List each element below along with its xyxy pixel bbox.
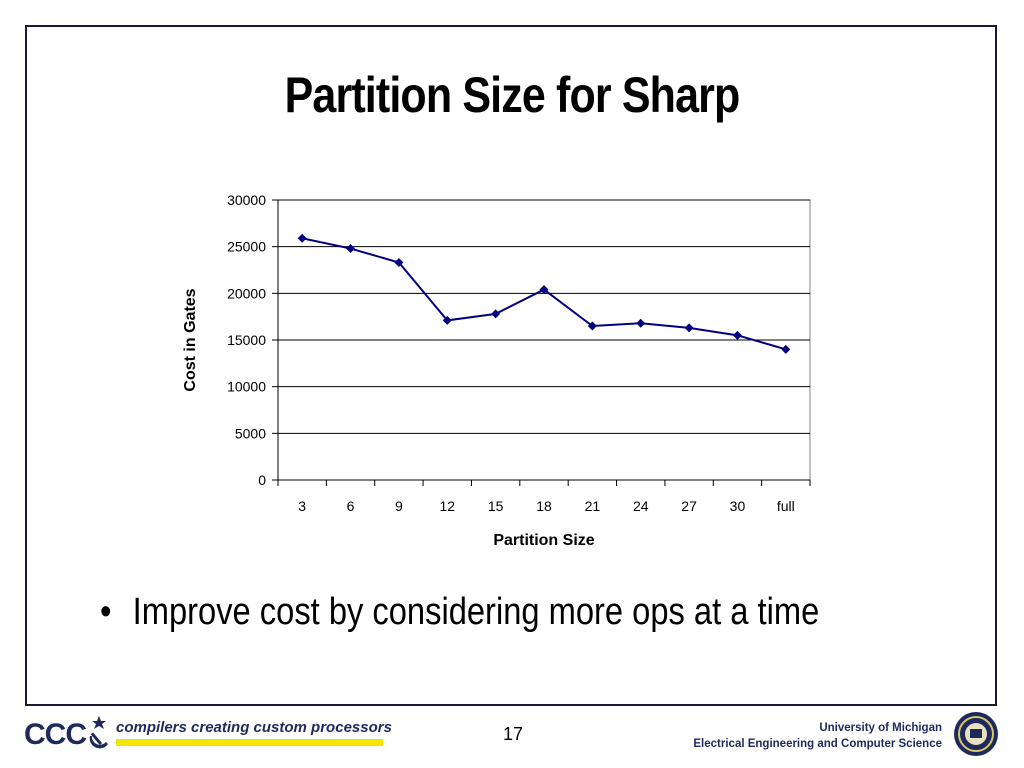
x-tick-label: 6: [347, 498, 355, 514]
hammer-sickle-star-icon: [89, 716, 108, 749]
y-tick-label: 10000: [227, 379, 266, 395]
x-tick-label: 12: [439, 498, 455, 514]
page-number: 17: [502, 724, 524, 744]
tagline-bar: [116, 739, 383, 746]
y-tick-label: 15000: [227, 332, 266, 348]
data-point: [539, 285, 549, 295]
data-point: [394, 258, 404, 268]
tagline: compilers creating custom processors: [116, 719, 392, 736]
data-point: [587, 321, 597, 331]
university-seal-icon: [954, 712, 998, 756]
ccc-logo-text: CCC: [24, 718, 87, 751]
slide-frame: [25, 25, 997, 706]
x-tick-label: full: [777, 498, 795, 514]
bullet-text: Improve cost by considering more ops at …: [132, 591, 820, 633]
x-tick-label: 3: [298, 498, 306, 514]
y-tick-label: 30000: [227, 192, 266, 208]
data-point: [491, 309, 501, 319]
data-point: [636, 318, 646, 328]
x-axis-title: Partition Size: [493, 532, 594, 549]
data-point: [781, 344, 791, 354]
y-tick-label: 25000: [227, 239, 266, 255]
data-point: [442, 315, 452, 325]
y-tick-label: 0: [258, 472, 266, 488]
slide-title: Partition Size for Sharp: [284, 67, 741, 123]
university-name: University of Michigan: [819, 722, 942, 734]
x-tick-label: 27: [681, 498, 697, 514]
x-tick-label: 15: [488, 498, 504, 514]
university-block: University of Michigan Electrical Engine…: [693, 720, 942, 752]
data-point: [732, 330, 742, 340]
data-point: [297, 233, 307, 243]
data-point: [346, 244, 356, 254]
x-tick-label: 9: [395, 498, 403, 514]
x-tick-label: 30: [730, 498, 746, 514]
y-tick-label: 5000: [235, 425, 266, 441]
ccc-logo: CCC compilers creating custom processors: [24, 714, 392, 754]
department-name: Electrical Engineering and Computer Scie…: [693, 738, 942, 750]
bullet-point: • Improve cost by considering more ops at…: [100, 591, 819, 641]
y-axis-title: Cost in Gates: [182, 288, 199, 391]
data-point: [684, 323, 694, 333]
x-tick-label: 18: [536, 498, 552, 514]
x-tick-label: 21: [585, 498, 601, 514]
y-tick-label: 20000: [227, 285, 266, 301]
x-tick-label: 24: [633, 498, 649, 514]
bullet-dot-icon: •: [100, 591, 112, 633]
